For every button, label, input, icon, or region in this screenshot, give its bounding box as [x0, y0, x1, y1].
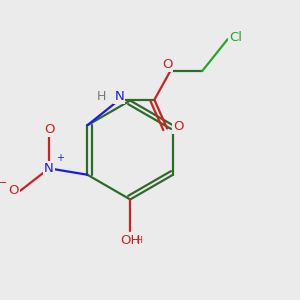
- Text: O: O: [173, 120, 184, 134]
- Text: N: N: [44, 162, 54, 175]
- Text: ·H: ·H: [134, 236, 143, 245]
- Text: −: −: [0, 178, 8, 188]
- Text: O: O: [162, 58, 172, 70]
- Text: Cl: Cl: [229, 31, 242, 44]
- Text: O: O: [44, 123, 54, 136]
- Text: OH: OH: [120, 234, 140, 247]
- Text: O: O: [8, 184, 19, 197]
- Text: H: H: [97, 90, 106, 103]
- Text: N: N: [114, 90, 124, 103]
- Text: +: +: [56, 153, 64, 163]
